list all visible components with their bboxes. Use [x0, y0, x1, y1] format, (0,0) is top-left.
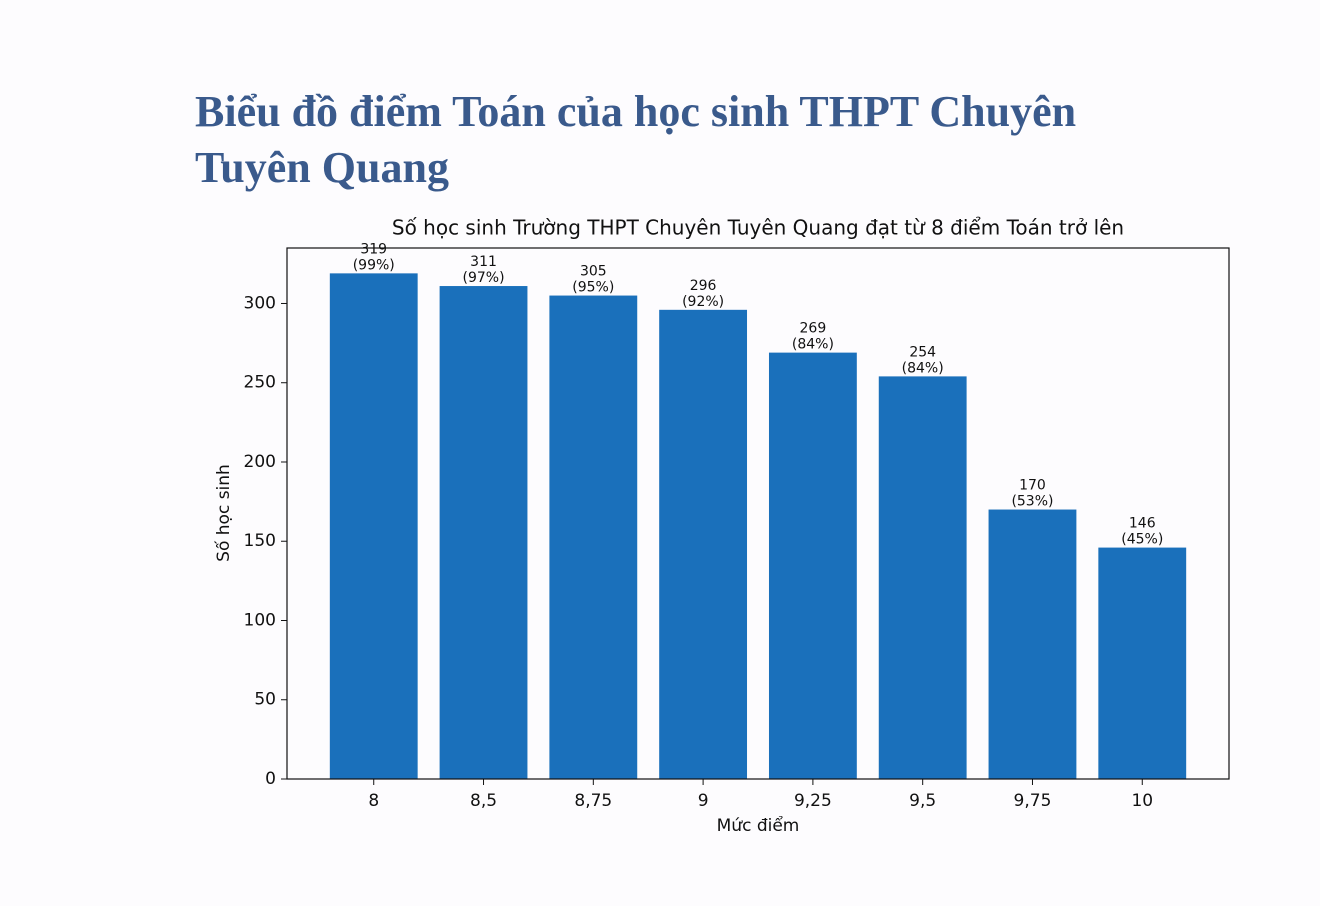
bar	[878, 376, 967, 779]
y-tick-label: 0	[265, 769, 276, 789]
x-tick-label: 8,75	[574, 791, 612, 811]
value-label: 319 (99%)	[353, 241, 395, 273]
y-tick-label: 300	[244, 293, 276, 313]
bar	[1098, 547, 1187, 779]
x-tick-label: 9,5	[909, 791, 936, 811]
x-tick-label: 8	[368, 791, 379, 811]
y-axis-label: Số học sinh	[213, 464, 234, 562]
y-tick-label: 150	[244, 531, 276, 551]
bar	[549, 295, 638, 779]
value-label: 269 (84%)	[792, 321, 834, 353]
bar	[768, 352, 857, 779]
value-label: 170 (53%)	[1011, 478, 1053, 510]
y-tick-label: 100	[244, 610, 276, 630]
plot-frame	[286, 247, 1230, 780]
y-tick-label: 250	[244, 373, 276, 393]
bar	[329, 273, 418, 779]
value-label: 305 (95%)	[572, 264, 614, 296]
x-tick-label: 9	[698, 791, 709, 811]
y-tick-label: 200	[244, 452, 276, 472]
slide-heading: Biểu đồ điểm Toán của học sinh THPT Chuy…	[195, 87, 1077, 192]
x-tick-label: 9,25	[794, 791, 832, 811]
value-label: 146 (45%)	[1121, 516, 1163, 548]
x-tick-label: 8,5	[470, 791, 497, 811]
x-tick-label: 9,75	[1014, 791, 1052, 811]
value-label: 254 (84%)	[902, 344, 944, 376]
bar	[659, 309, 748, 779]
chart-title: Số học sinh Trường THPT Chuyên Tuyên Qua…	[392, 216, 1124, 240]
bar	[439, 286, 528, 779]
value-label: 311 (97%)	[463, 254, 505, 286]
y-tick-label: 50	[254, 690, 276, 710]
bar	[988, 509, 1077, 779]
x-tick-label: 10	[1131, 791, 1153, 811]
x-axis-label: Mức điểm	[717, 815, 800, 836]
value-label: 296 (92%)	[682, 278, 724, 310]
